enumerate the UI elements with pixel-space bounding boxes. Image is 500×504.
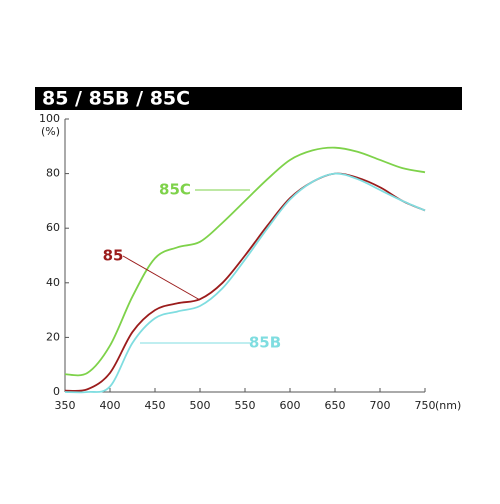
- title-background: [35, 87, 462, 110]
- x-tick-label: 650: [325, 399, 346, 412]
- series-line: [64, 172, 426, 392]
- y-tick-label: 100: [39, 112, 60, 125]
- chart-title: 85 / 85B / 85C: [42, 88, 190, 110]
- x-tick-label: 450: [145, 399, 166, 412]
- y-tick-label: 80: [46, 167, 60, 180]
- series-label: 85: [103, 247, 124, 265]
- series-line: [64, 146, 426, 377]
- label-leader: [122, 255, 201, 301]
- x-tick-label: 350: [55, 399, 76, 412]
- y-tick-label: 60: [46, 221, 60, 234]
- title-bar: 85 / 85B / 85C: [35, 87, 462, 110]
- y-unit: (%): [41, 125, 60, 138]
- x-tick-label: 750: [415, 399, 436, 412]
- y-tick-label: 40: [46, 276, 60, 289]
- x-tick-label: 550: [235, 399, 256, 412]
- y-tick-label: 20: [46, 330, 60, 343]
- series-label: 85B: [249, 334, 281, 352]
- y-tick-label: 0: [53, 385, 60, 398]
- x-tick-label: 400: [100, 399, 121, 412]
- x-tick-label: 600: [280, 399, 301, 412]
- x-tick-label: 500: [190, 399, 211, 412]
- series-line: [64, 172, 426, 394]
- series-label: 85C: [159, 181, 191, 199]
- x-unit: (nm): [435, 399, 461, 412]
- x-tick-label: 700: [370, 399, 391, 412]
